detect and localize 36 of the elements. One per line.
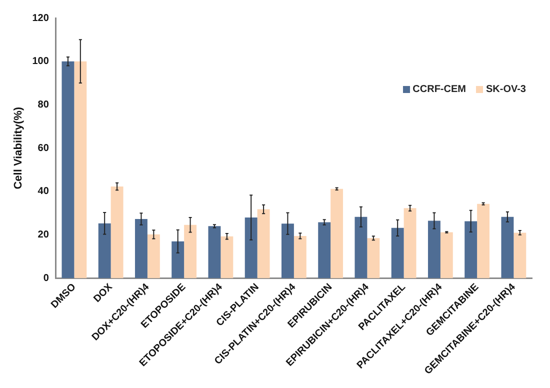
bar [330,188,344,278]
bar [367,238,380,278]
y-axis-title: Cell Viability(%) [12,106,25,190]
bar [172,241,184,278]
bar [110,186,124,278]
bar [134,219,148,278]
bar [514,232,526,278]
y-tick-label: 100 [32,56,50,68]
bar [147,234,160,278]
y-tick-label: 40 [38,186,50,198]
y-tick-label: 0 [43,272,50,284]
bar [440,232,453,278]
bar [404,208,416,278]
y-tick-label: 120 [32,12,50,24]
bar [62,61,74,278]
bar [98,223,111,278]
bar [318,222,331,278]
bar [257,209,270,278]
legend-label: SK-OV-3 [486,84,526,95]
bar [220,236,234,278]
bar [391,228,404,278]
bar [428,220,440,278]
bar [184,224,197,278]
y-tick-label: 80 [38,99,50,110]
bar [281,224,294,278]
bar [477,204,490,278]
bar [501,216,514,278]
bar [354,216,368,278]
bar [244,218,258,278]
bar [74,61,87,278]
y-tick-label: 60 [38,142,50,154]
bar [208,226,221,278]
bar [294,236,306,278]
legend-label: CCRF-CEM [412,84,466,95]
y-tick-label: 20 [38,230,50,241]
bar [464,221,478,278]
